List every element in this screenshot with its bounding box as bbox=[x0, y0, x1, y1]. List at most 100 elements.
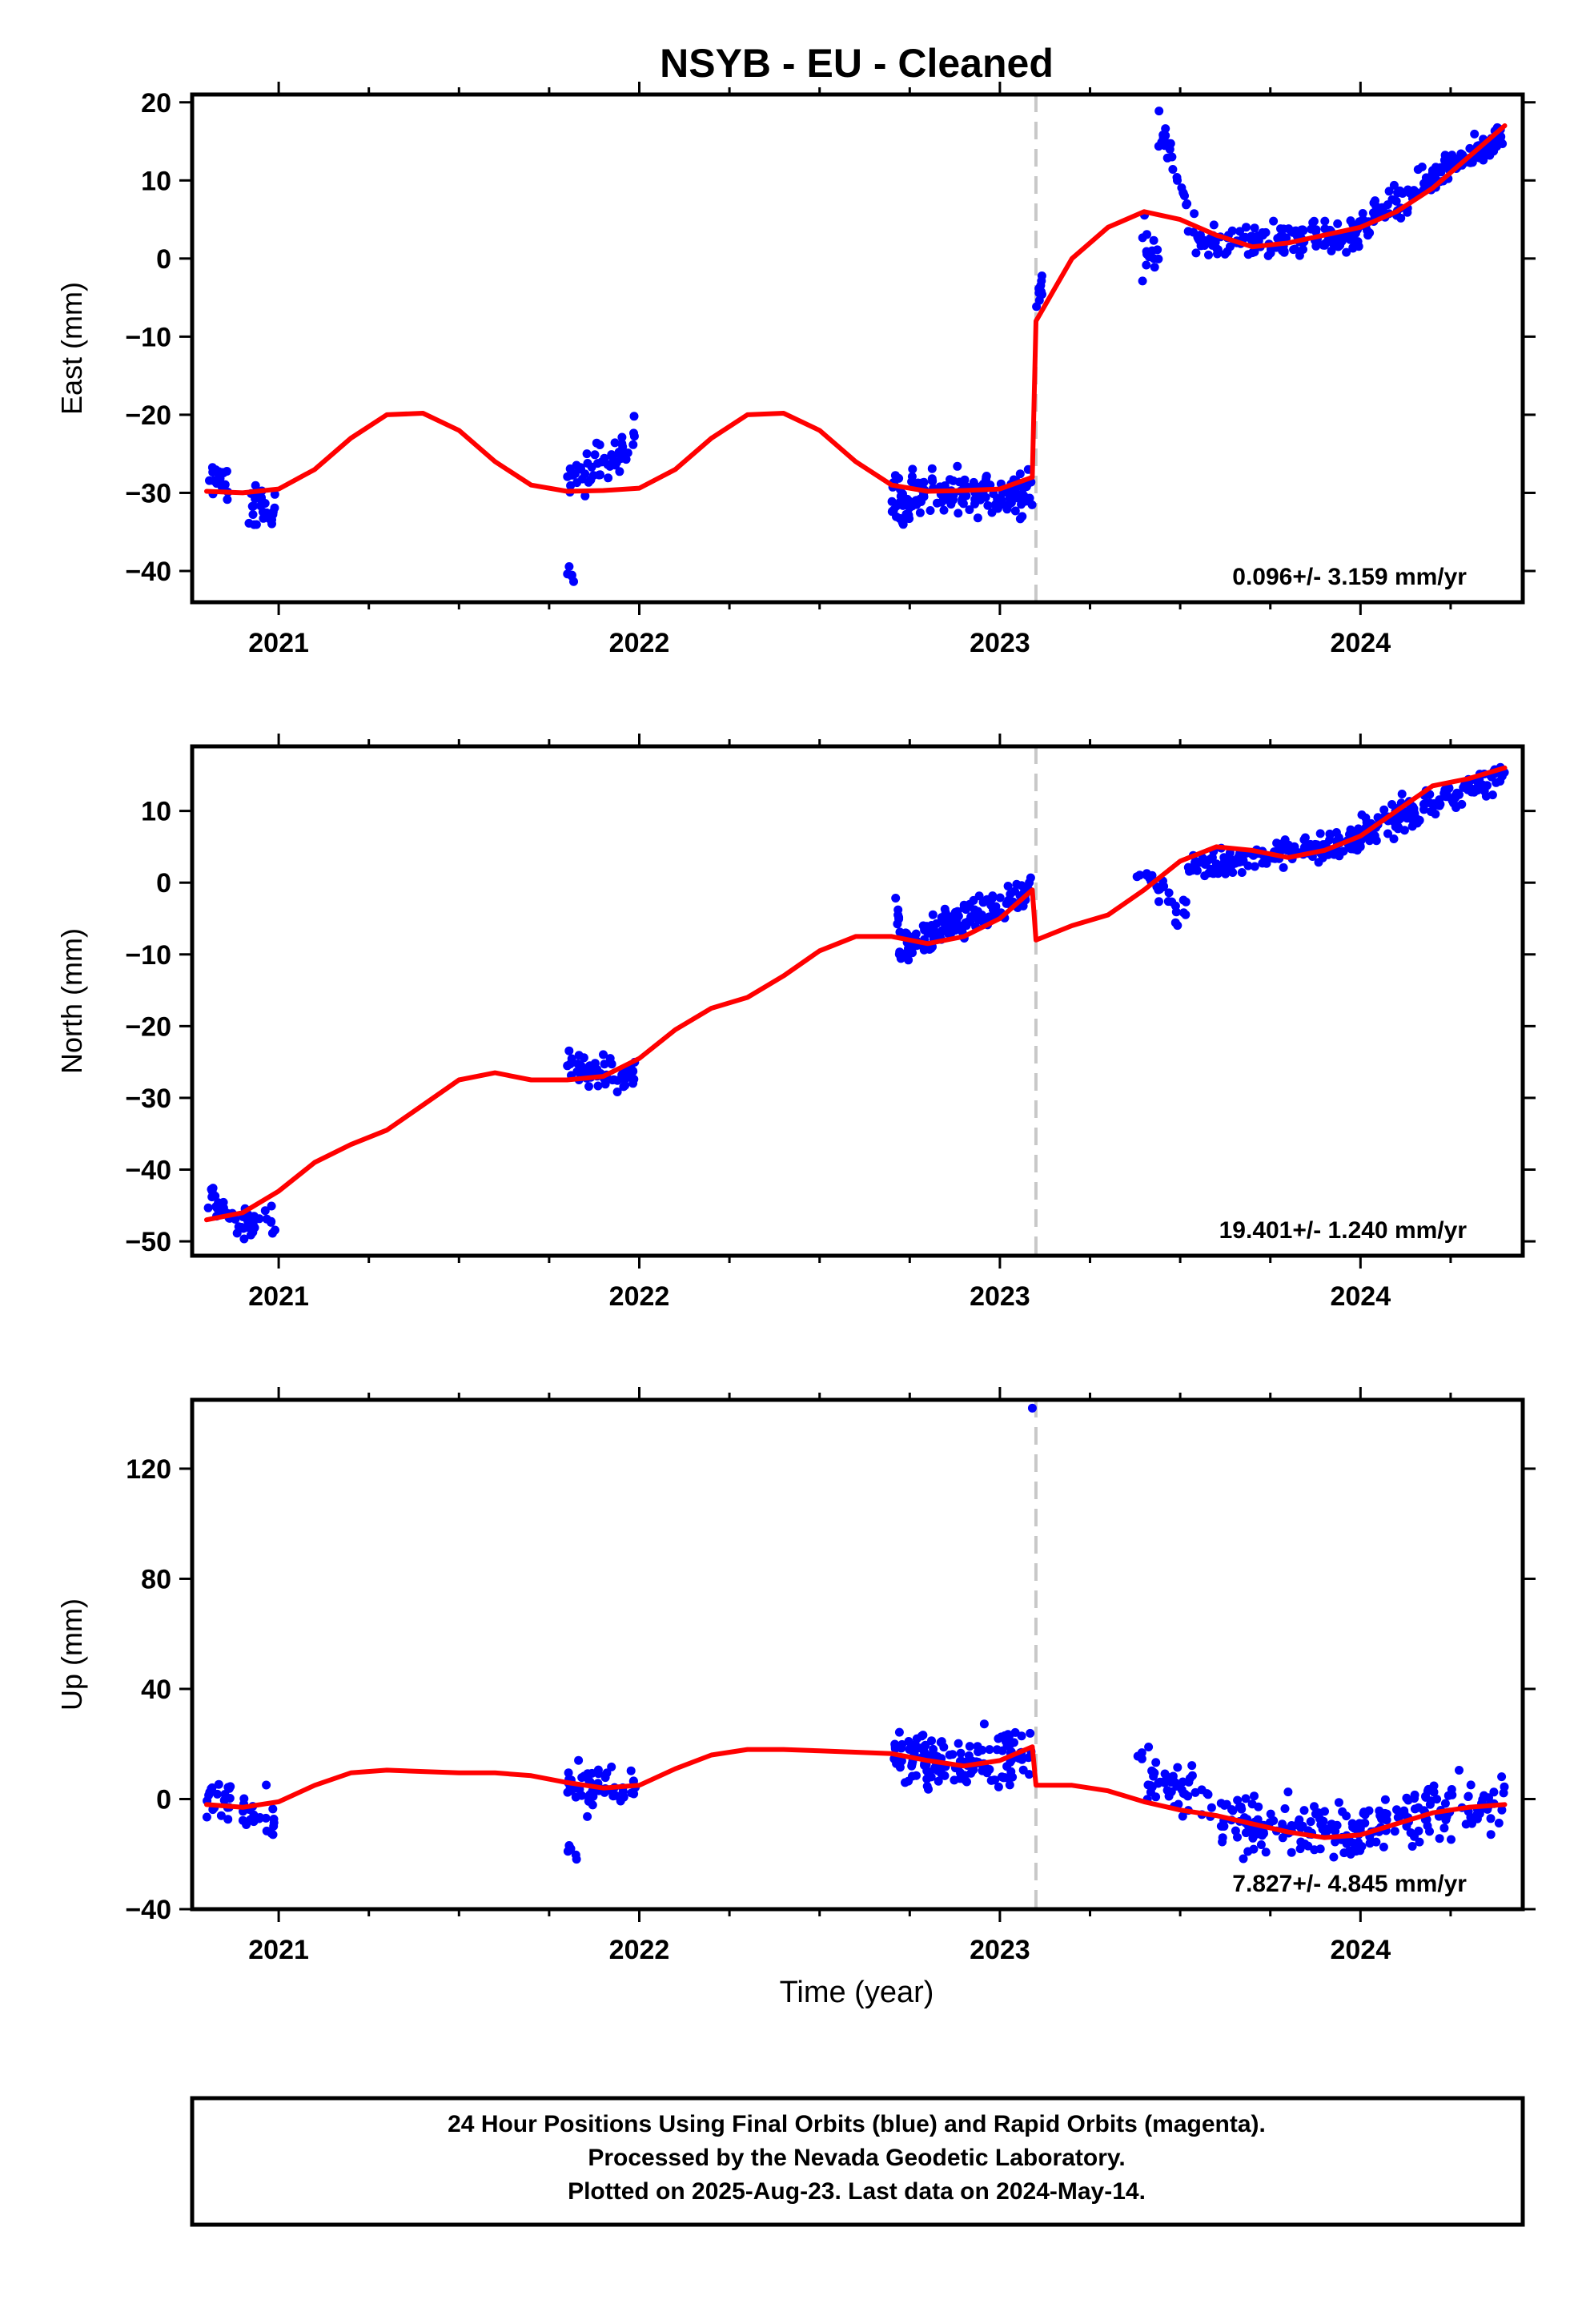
up-data-point bbox=[1303, 1841, 1313, 1851]
east-model-curve bbox=[204, 123, 1508, 496]
east-data-point bbox=[1172, 173, 1182, 182]
east-data-point bbox=[1195, 235, 1204, 245]
east-data-point bbox=[590, 450, 600, 460]
up-data-point bbox=[577, 1791, 587, 1800]
up-data-point bbox=[1435, 1834, 1444, 1844]
east-data-point bbox=[1182, 199, 1192, 208]
north-data-point bbox=[1187, 866, 1197, 875]
east-y-tick-label: 10 bbox=[141, 166, 171, 196]
north-data-point bbox=[593, 1081, 603, 1091]
east-data-point bbox=[1413, 165, 1423, 175]
north-data-point bbox=[962, 921, 971, 931]
east-data-point bbox=[582, 449, 592, 459]
east-data-point bbox=[973, 513, 982, 523]
up-data-point bbox=[1287, 1848, 1296, 1857]
north-model-curve bbox=[204, 765, 1508, 1223]
up-data-point bbox=[1187, 1771, 1197, 1780]
up-data-point bbox=[1151, 1792, 1161, 1802]
east-data-point bbox=[1204, 250, 1213, 259]
north-data-point bbox=[239, 1234, 249, 1244]
up-x-tick-label: 2022 bbox=[609, 1935, 670, 1965]
east-data-point bbox=[897, 516, 907, 525]
up-data-point bbox=[1166, 1787, 1176, 1796]
up-data-point bbox=[1146, 1781, 1155, 1790]
east-data-point bbox=[1465, 143, 1475, 153]
east-data-point bbox=[917, 497, 926, 506]
east-data-point bbox=[611, 460, 620, 470]
north-data-point bbox=[1330, 850, 1339, 859]
up-data-point bbox=[1163, 1772, 1173, 1782]
north-data-point bbox=[564, 1046, 574, 1055]
east-data-point bbox=[905, 503, 914, 513]
east-y-tick-label: −10 bbox=[125, 322, 171, 352]
east-data-point bbox=[1209, 220, 1219, 230]
north-y-tick-label: 0 bbox=[156, 868, 171, 899]
north-data-point bbox=[1283, 846, 1291, 855]
east-data-point bbox=[251, 480, 260, 490]
up-data-point bbox=[1375, 1811, 1385, 1820]
east-data-point bbox=[569, 577, 578, 586]
up-y-tick-label: 120 bbox=[126, 1454, 171, 1485]
north-y-tick-label: −40 bbox=[125, 1156, 171, 1186]
footer-line-3: Plotted on 2025-Aug-23. Last data on 202… bbox=[568, 2178, 1146, 2205]
east-data-point bbox=[600, 453, 609, 463]
east-data-point bbox=[595, 440, 604, 449]
up-y-tick-label: 80 bbox=[141, 1564, 171, 1594]
east-data-point bbox=[1183, 227, 1193, 236]
north-data-point bbox=[1204, 868, 1214, 878]
east-data-point bbox=[1371, 207, 1380, 217]
north-data-point bbox=[891, 894, 901, 903]
up-data-point bbox=[1280, 1804, 1290, 1813]
east-data-point bbox=[1295, 251, 1304, 260]
east-data-point bbox=[563, 569, 572, 579]
north-data-point bbox=[1181, 910, 1191, 919]
up-data-point bbox=[1399, 1806, 1409, 1815]
up-data-point bbox=[1003, 1730, 1013, 1739]
north-data-point bbox=[938, 926, 947, 935]
up-data-point bbox=[1287, 1821, 1296, 1830]
east-data-point bbox=[1247, 235, 1256, 244]
east-data-point bbox=[1168, 165, 1178, 174]
up-data-point bbox=[1278, 1833, 1287, 1843]
east-data-point bbox=[1034, 296, 1044, 305]
up-data-point bbox=[1265, 1818, 1275, 1827]
up-data-point bbox=[1241, 1794, 1251, 1803]
up-data-point bbox=[1283, 1787, 1293, 1797]
east-data-point bbox=[1008, 493, 1018, 501]
east-data-point bbox=[572, 460, 581, 470]
up-x-ticks bbox=[277, 1387, 1452, 1922]
east-data-point bbox=[1207, 240, 1217, 250]
east-rate-label: 0.096+/- 3.159 mm/yr bbox=[1232, 564, 1467, 590]
east-data-point bbox=[1431, 163, 1440, 172]
up-data-point bbox=[1347, 1819, 1357, 1828]
up-data-point bbox=[1379, 1842, 1388, 1852]
east-data-point bbox=[1276, 224, 1285, 234]
north-data-point bbox=[1003, 882, 1013, 891]
north-data-point bbox=[1220, 866, 1230, 876]
up-data-point bbox=[1266, 1809, 1275, 1819]
up-data-point bbox=[1151, 1758, 1161, 1767]
up-data-point bbox=[999, 1773, 1008, 1783]
up-data-point bbox=[1259, 1829, 1268, 1838]
up-y-tick-label: −40 bbox=[125, 1895, 171, 1925]
east-data-point bbox=[1479, 155, 1488, 165]
figure-title: NSYB - EU - Cleaned bbox=[660, 41, 1054, 86]
up-data-point bbox=[895, 1763, 905, 1772]
east-data-point bbox=[927, 474, 937, 484]
up-data-point bbox=[1187, 1761, 1197, 1771]
up-data-point bbox=[1154, 1779, 1163, 1788]
east-data-point bbox=[1403, 207, 1412, 217]
up-data-point bbox=[1466, 1780, 1476, 1790]
east-data-point bbox=[1161, 124, 1170, 134]
north-x-ticks bbox=[277, 734, 1452, 1269]
east-data-point bbox=[1431, 173, 1440, 183]
north-data-point bbox=[1467, 787, 1476, 797]
up-data-point bbox=[965, 1742, 974, 1751]
up-data-point bbox=[950, 1775, 959, 1785]
up-data-point bbox=[1018, 1765, 1028, 1775]
north-data-point bbox=[628, 1079, 638, 1088]
up-data-point bbox=[907, 1761, 917, 1771]
up-data-point bbox=[1425, 1827, 1434, 1836]
up-data-point bbox=[1218, 1833, 1227, 1843]
up-data-point bbox=[1144, 1743, 1154, 1751]
